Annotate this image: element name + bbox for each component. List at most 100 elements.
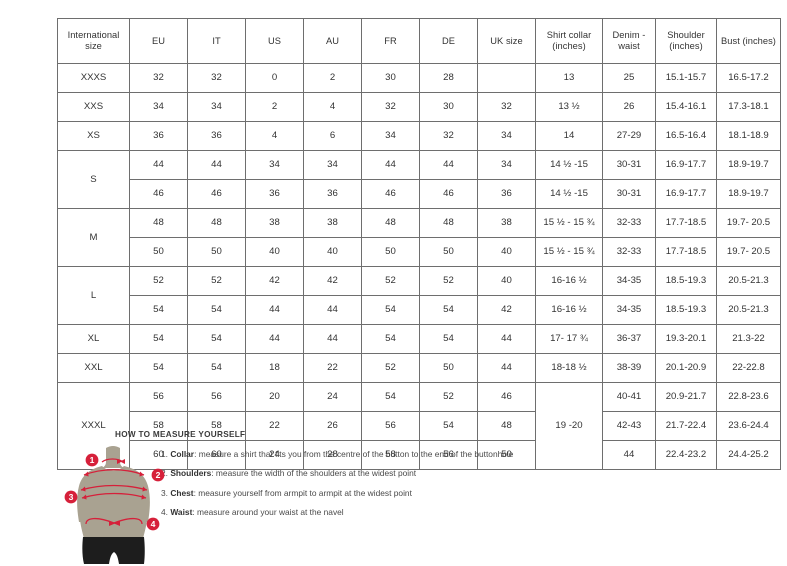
cell-au: 40 [303, 237, 362, 267]
cell-denim: 30-31 [602, 150, 656, 180]
cell-fr: 30 [361, 63, 420, 93]
cell-denim: 34-35 [602, 295, 656, 325]
cell-us: 0 [245, 63, 304, 93]
cell-shoulder: 19.3-20.1 [655, 324, 717, 354]
cell-au: 4 [303, 92, 362, 122]
cell-fr: 48 [361, 208, 420, 238]
cell-international-size: XL [57, 324, 130, 354]
header-line-1: International [67, 30, 120, 41]
cell-eu: 34 [129, 92, 188, 122]
badge-4-circle [146, 517, 160, 531]
cell-fr: 50 [361, 237, 420, 267]
cell-au: 24 [303, 382, 362, 412]
column-header-shirt-collar: Shirt collar (inches) [535, 18, 603, 64]
table-body: XXXS 32 32 0 2 30 28 13 25 15.1-15.7 16.5-17.2 XXS 3… [57, 63, 781, 470]
column-header-us: US [245, 18, 304, 64]
cell-fr: 52 [361, 266, 420, 296]
cell-denim: 26 [602, 92, 656, 122]
measurement-arrows [80, 458, 148, 526]
cell-fr: 32 [361, 92, 420, 122]
body-measurement-diagram: 1 2 3 4 [62, 444, 182, 566]
cell-denim: 40-41 [602, 382, 656, 412]
cell-shirt-collar: 13 [535, 63, 603, 93]
cell-shirt-collar: 13 ½ [535, 92, 603, 122]
cell-it: 46 [187, 179, 246, 209]
cell-de: 32 [419, 121, 478, 151]
measure-item-term: Collar [170, 449, 195, 459]
column-header-eu: EU [129, 18, 188, 64]
cell-au: 38 [303, 208, 362, 238]
cell-us: 42 [245, 266, 304, 296]
measure-item-text: : measure a shirt that fits you from the… [194, 449, 514, 459]
cell-us: 44 [245, 324, 304, 354]
cell-it: 54 [187, 353, 246, 383]
cell-eu: 54 [129, 353, 188, 383]
header-line-2: (inches) [552, 41, 586, 51]
cell-de: 44 [419, 150, 478, 180]
badge-3-label: 3 [69, 492, 74, 502]
cell-us: 22 [245, 411, 304, 441]
cell-de: 28 [419, 63, 478, 93]
cell-uk: 48 [477, 411, 536, 441]
cell-au: 26 [303, 411, 362, 441]
cell-fr: 46 [361, 179, 420, 209]
cell-uk: 38 [477, 208, 536, 238]
cell-au: 36 [303, 179, 362, 209]
cell-fr: 58 [361, 440, 420, 470]
measure-item-number: 3. [161, 487, 168, 498]
column-header-bust: Bust (inches) [716, 18, 781, 64]
cell-denim: 38-39 [602, 353, 656, 383]
cell-us: 24 [245, 440, 304, 470]
header-line-1: Shoulder [667, 30, 705, 41]
cell-it: 50 [187, 237, 246, 267]
cell-de: 50 [419, 237, 478, 267]
cell-eu: 48 [129, 208, 188, 238]
measure-item-text: : measure yourself from armpit to armpit… [193, 487, 412, 498]
size-chart-table-container: International size EU IT US AU FR DE UK … [57, 18, 781, 470]
cell-us: 44 [245, 295, 304, 325]
table-row: L 52 52 42 42 52 52 40 16-16 ½ 34-35 18.5-19.3 20.5… [57, 266, 781, 325]
measure-item-text: : measure the width of the shoulders at … [211, 468, 417, 479]
cell-shoulder: 17.7-18.5 [655, 237, 717, 267]
cell-international-size: XXXS [57, 63, 130, 93]
cell-de: 48 [419, 208, 478, 238]
cell-international-size: XS [57, 121, 130, 151]
cell-de: 56 [419, 440, 478, 470]
size-chart-table: International size EU IT US AU FR DE UK … [57, 18, 781, 470]
table-row: 50 50 40 40 50 50 40 15 ½ - 15 ¾ 32-33 17.7-18.5 1… [58, 237, 781, 267]
cell-us: 34 [245, 150, 304, 180]
cell-uk: 34 [477, 150, 536, 180]
cell-bust: 24.4-25.2 [716, 440, 781, 470]
cell-bust: 22.8-23.6 [716, 382, 781, 412]
cell-eu: 46 [129, 179, 188, 209]
cell-eu: 54 [129, 324, 188, 354]
cell-uk: 44 [477, 353, 536, 383]
cell-it: 54 [187, 295, 246, 325]
cell-shoulder: 16.5-16.4 [655, 121, 717, 151]
cell-uk [477, 63, 536, 93]
cell-uk: 44 [477, 324, 536, 354]
cell-de: 46 [419, 179, 478, 209]
column-header-fr: FR [361, 18, 420, 64]
cell-shoulder: 20.1-20.9 [655, 353, 717, 383]
cell-it: 54 [187, 324, 246, 354]
diagram-badges: 1 2 3 4 [64, 453, 165, 531]
cell-it: 44 [187, 150, 246, 180]
cell-eu: 36 [129, 121, 188, 151]
cell-uk: 50 [477, 440, 536, 470]
table-header-row: International size EU IT US AU FR DE UK … [57, 18, 781, 64]
how-to-measure-section: HOW TO MEASURE YOURSELF 1. Collar: measu… [115, 430, 775, 566]
cell-eu: 32 [129, 63, 188, 93]
column-header-au: AU [303, 18, 362, 64]
column-header-shoulder: Shoulder (inches) [655, 18, 717, 64]
cell-de: 50 [419, 353, 478, 383]
cell-us: 20 [245, 382, 304, 412]
cell-us: 4 [245, 121, 304, 151]
cell-bust: 22-22.8 [716, 353, 781, 383]
badge-4-label: 4 [151, 519, 156, 529]
cell-shirt-collar: 14 ½ -15 [535, 150, 603, 180]
cell-denim: 25 [602, 63, 656, 93]
cell-bust: 17.3-18.1 [716, 92, 781, 122]
cell-uk: 46 [477, 382, 536, 412]
measure-item-term: Shoulders [170, 468, 212, 479]
